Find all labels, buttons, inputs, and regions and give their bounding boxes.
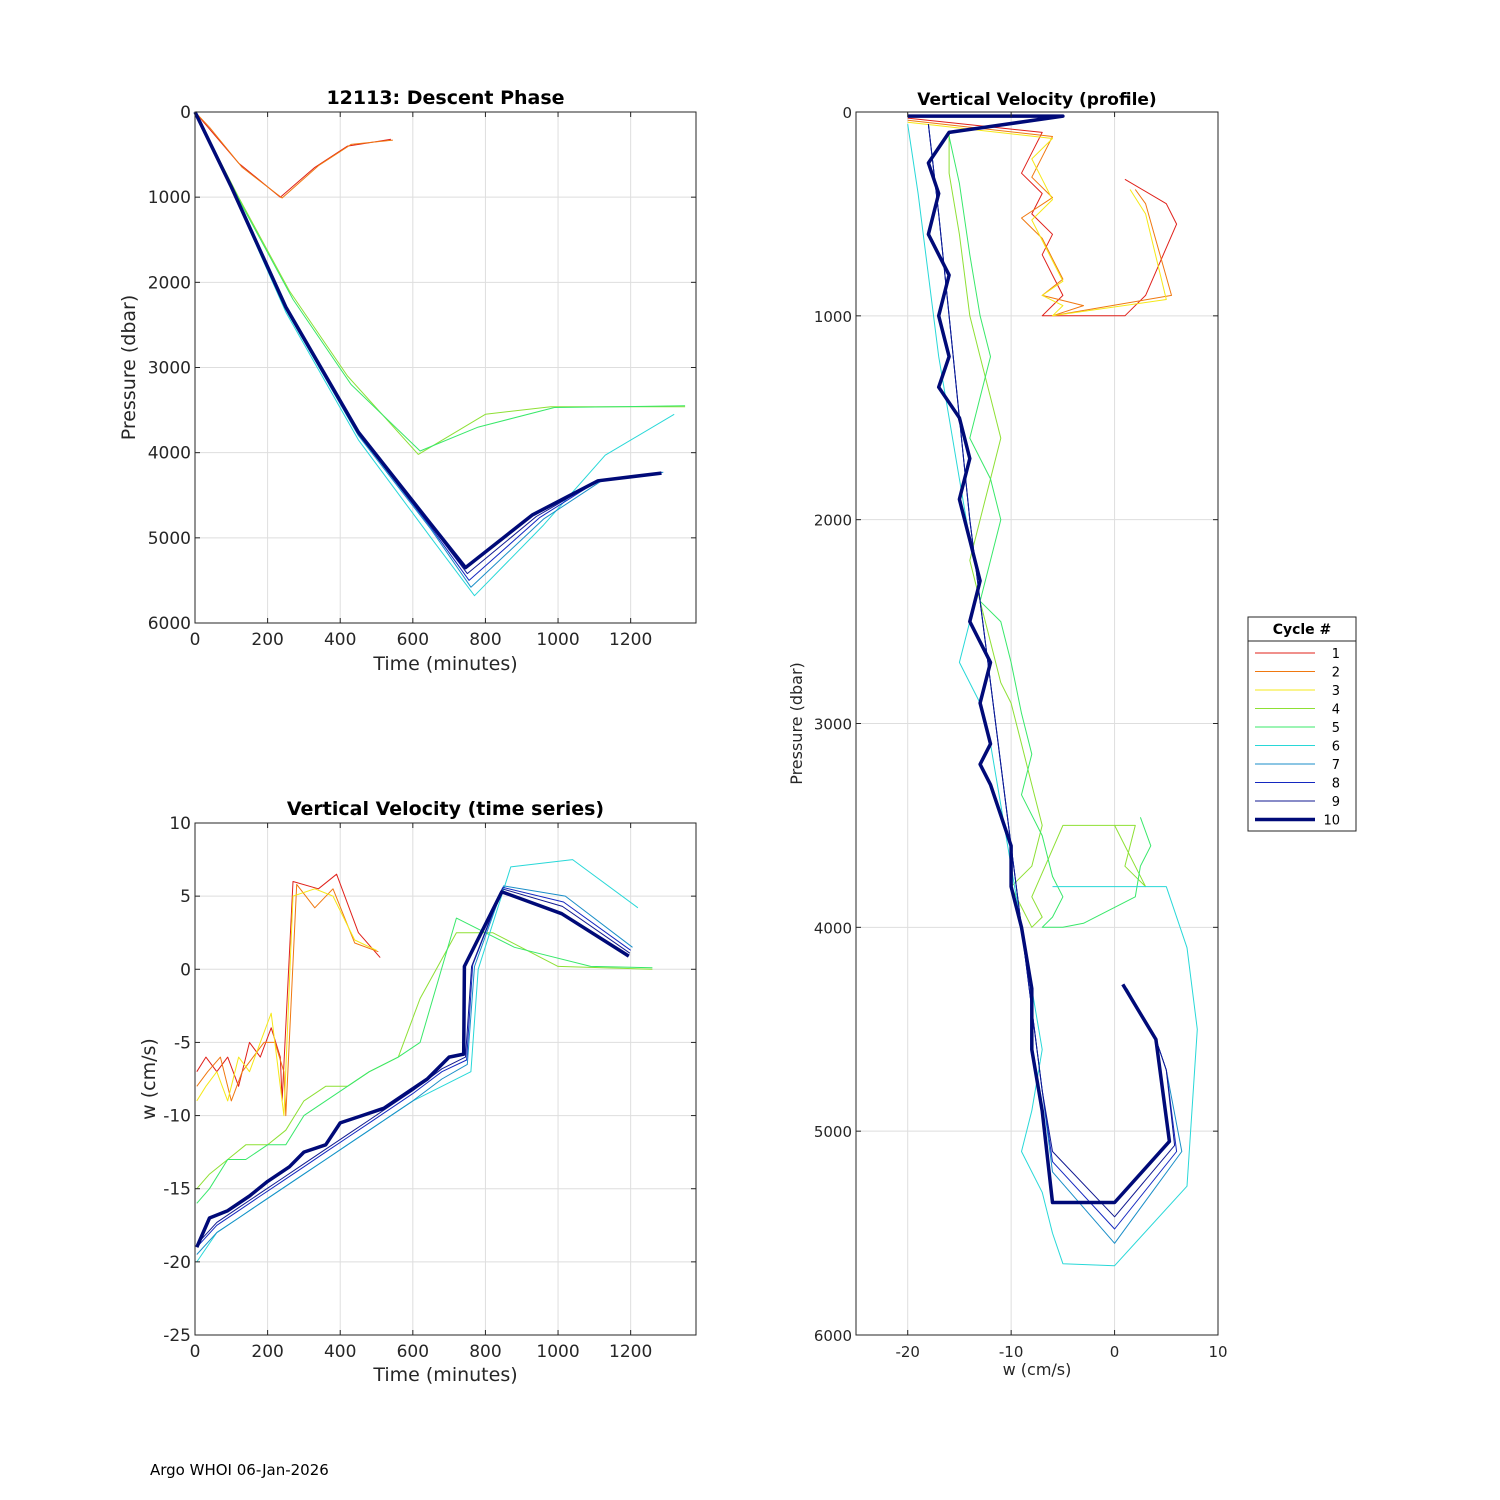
legend-label-cycle-2: 2 <box>1332 666 1340 681</box>
descent-series-cycle-8 <box>194 111 662 581</box>
vvtime-ytick-label-4: -10 <box>163 1107 191 1127</box>
vvprofile-series-cycle-1 <box>907 117 1178 317</box>
legend-title: Cycle # <box>1273 622 1332 638</box>
vvtime-ytick-label-1: 5 <box>180 887 191 907</box>
descent-ytick-label-2: 2000 <box>148 273 191 293</box>
vvprofile-ytick-label-4: 4000 <box>814 919 852 937</box>
descent-xtick-label-1: 200 <box>251 630 283 650</box>
vvprofile-xtick-label-2: 0 <box>1110 1343 1120 1361</box>
descent-xtick-label-2: 400 <box>324 630 356 650</box>
descent-series-cycle-10 <box>193 111 662 570</box>
vvprofile-ytick-label-6: 6000 <box>814 1327 852 1345</box>
descent-ylabel: Pressure (dbar) <box>118 295 140 441</box>
descent-series-cycle-2 <box>194 111 393 199</box>
vvprofile-ytick-label-3: 3000 <box>814 716 852 734</box>
vvprofile-series-cycle-2 <box>907 119 1172 317</box>
footer-note: Argo WHOI 06-Jan-2026 <box>150 1461 329 1479</box>
descent-ytick-label-0: 0 <box>180 103 191 123</box>
descent-ytick-label-5: 5000 <box>148 529 191 549</box>
legend-label-cycle-4: 4 <box>1332 703 1340 718</box>
vvprofile-series-cycle-3 <box>907 121 1167 317</box>
vvprofile-xtick-label-0: -20 <box>895 1343 920 1361</box>
descent-ytick-label-1: 1000 <box>148 188 191 208</box>
vvtime-series-cycle-7 <box>196 885 633 1255</box>
vvprofile-series-cycle-8 <box>927 124 1178 1230</box>
vvtime-xtick-label-3: 600 <box>397 1342 429 1362</box>
vvtime-xtick-label-1: 200 <box>251 1342 283 1362</box>
vvprofile-ytick-label-2: 2000 <box>814 512 852 530</box>
descent-xtick-label-3: 600 <box>397 630 429 650</box>
legend-label-cycle-9: 9 <box>1332 795 1340 810</box>
descent-xtick-label-4: 800 <box>469 630 501 650</box>
vvtime-title: Vertical Velocity (time series) <box>287 798 604 820</box>
vvprofile-series-cycle-10 <box>907 114 1172 1205</box>
descent-chart: 0 200 400 600 800 1000 1200 0 1000 2000 3000 4000 50… <box>118 87 697 675</box>
vvtime-xtick-label-2: 400 <box>324 1342 356 1362</box>
vvprofile-xtick-label-1: -10 <box>999 1343 1024 1361</box>
vvtime-series-cycle-10 <box>195 890 630 1248</box>
vvprofile-series-cycle-9 <box>927 124 1176 1218</box>
vvtime-series-cycle-3 <box>196 888 377 1117</box>
vvtime-series-cycle-1 <box>196 873 381 1102</box>
legend-label-cycle-10: 10 <box>1323 814 1340 829</box>
vvtime-ytick-label-6: -20 <box>163 1253 191 1273</box>
vvtime-ytick-label-7: -25 <box>163 1326 191 1346</box>
vvtime-xtick-label-4: 800 <box>469 1342 501 1362</box>
descent-xtick-label-0: 0 <box>190 630 201 650</box>
vvtime-xtick-label-5: 1000 <box>536 1342 579 1362</box>
vvprofile-ylabel: Pressure (dbar) <box>787 662 806 785</box>
legend-label-cycle-7: 7 <box>1332 758 1340 773</box>
descent-ytick-label-6: 6000 <box>148 614 191 634</box>
vvtime-ylabel: w (cm/s) <box>138 1038 160 1120</box>
vvtime-xtick-label-0: 0 <box>190 1342 201 1362</box>
vvtime-ytick-label-5: -15 <box>163 1180 191 1200</box>
legend-label-cycle-8: 8 <box>1332 777 1340 792</box>
vvprofile-xtick-label-3: 10 <box>1208 1343 1227 1361</box>
vvtime-series-cycle-9 <box>196 888 631 1245</box>
vvtime-series-cycle-4 <box>196 932 653 1190</box>
descent-xlabel: Time (minutes) <box>372 653 517 675</box>
descent-series-cycle-5 <box>194 111 686 452</box>
vvtime-axes-frame <box>194 822 697 1336</box>
descent-title: 12113: Descent Phase <box>326 87 564 109</box>
vvprofile-series-cycle-5 <box>948 136 1152 928</box>
legend: Cycle #1 2 3 4 5 6 7 8 9 10 <box>1247 616 1357 832</box>
vvtime-xlabel: Time (minutes) <box>372 1364 517 1386</box>
descent-series-cycle-6 <box>194 111 675 597</box>
vvtime-ytick-label-0: 10 <box>169 814 191 834</box>
descent-series-cycle-1 <box>194 111 392 198</box>
legend-label-cycle-6: 6 <box>1332 740 1340 755</box>
vvprofile-ytick-label-5: 5000 <box>814 1123 852 1141</box>
vvtime-ytick-label-3: -5 <box>174 1033 191 1053</box>
descent-series-cycle-7 <box>194 111 664 588</box>
vvprofile-title: Vertical Velocity (profile) <box>917 90 1156 110</box>
vvtime-series-cycle-8 <box>196 886 631 1248</box>
legend-label-cycle-1: 1 <box>1332 647 1340 662</box>
descent-ytick-label-3: 3000 <box>148 359 191 379</box>
descent-series-cycle-9 <box>194 111 662 575</box>
vvtime-xtick-label-6: 1200 <box>609 1342 652 1362</box>
vvprofile-xlabel: w (cm/s) <box>1003 1360 1072 1379</box>
vvprofile-chart: -20 -10 0 10 0 1000 2000 3000 4000 5000 6000 Vertic… <box>787 90 1228 1379</box>
descent-ytick-label-4: 4000 <box>148 444 191 464</box>
vvtime-series-cycle-5 <box>196 917 653 1204</box>
descent-xtick-label-6: 1200 <box>609 630 652 650</box>
legend-label-cycle-5: 5 <box>1332 721 1340 736</box>
vvprofile-ytick-label-1: 1000 <box>814 308 852 326</box>
legend-label-cycle-3: 3 <box>1332 684 1340 699</box>
vvtime-chart: 0 200 400 600 800 1000 1200 10 5 0 -5 -10 -15 -20 -25 V… <box>138 798 697 1386</box>
vvtime-ytick-label-2: 0 <box>180 960 191 980</box>
vvprofile-series-cycle-6 <box>907 124 1198 1267</box>
descent-xtick-label-5: 1000 <box>536 630 579 650</box>
descent-series-cycle-4 <box>194 111 686 455</box>
vvprofile-ytick-label-0: 0 <box>842 104 852 122</box>
